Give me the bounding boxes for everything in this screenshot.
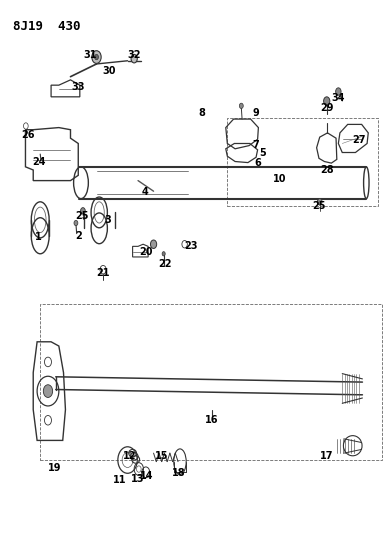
Text: 25: 25 bbox=[312, 200, 326, 211]
Circle shape bbox=[335, 88, 341, 95]
Text: 27: 27 bbox=[353, 135, 366, 146]
Circle shape bbox=[81, 208, 85, 214]
Circle shape bbox=[162, 252, 165, 256]
Text: 26: 26 bbox=[21, 130, 34, 140]
Text: 24: 24 bbox=[33, 157, 46, 166]
Text: 5: 5 bbox=[259, 148, 265, 158]
Text: 16: 16 bbox=[205, 415, 219, 425]
Text: 3: 3 bbox=[105, 215, 111, 225]
Text: 29: 29 bbox=[320, 103, 334, 114]
Text: 8J19  430: 8J19 430 bbox=[13, 20, 81, 33]
Circle shape bbox=[239, 103, 243, 109]
Circle shape bbox=[74, 220, 78, 225]
Circle shape bbox=[131, 54, 137, 63]
Text: 1: 1 bbox=[35, 232, 42, 243]
Circle shape bbox=[151, 240, 157, 248]
Text: 7: 7 bbox=[252, 140, 259, 150]
Text: 6: 6 bbox=[254, 158, 261, 168]
Circle shape bbox=[92, 51, 101, 63]
Text: 8: 8 bbox=[198, 108, 205, 118]
Text: 22: 22 bbox=[158, 259, 172, 269]
Text: 15: 15 bbox=[154, 451, 168, 462]
Text: 20: 20 bbox=[139, 247, 152, 257]
Text: 30: 30 bbox=[102, 67, 116, 76]
Text: 14: 14 bbox=[140, 471, 154, 481]
Text: 34: 34 bbox=[332, 93, 345, 103]
Text: 28: 28 bbox=[320, 165, 334, 175]
Text: 13: 13 bbox=[131, 474, 145, 483]
Text: 17: 17 bbox=[320, 451, 334, 462]
Text: 10: 10 bbox=[273, 174, 287, 184]
Circle shape bbox=[43, 385, 53, 398]
Circle shape bbox=[324, 97, 330, 106]
Text: 21: 21 bbox=[96, 268, 110, 278]
Text: 18: 18 bbox=[172, 469, 186, 478]
Text: 23: 23 bbox=[184, 241, 197, 252]
Text: 4: 4 bbox=[142, 187, 149, 197]
Text: 31: 31 bbox=[83, 51, 97, 60]
Text: 2: 2 bbox=[75, 231, 83, 241]
Text: 12: 12 bbox=[123, 451, 136, 462]
Text: 33: 33 bbox=[72, 82, 85, 92]
Bar bbox=[226, 118, 378, 206]
Circle shape bbox=[95, 54, 99, 60]
Text: 11: 11 bbox=[113, 475, 127, 484]
Bar bbox=[40, 304, 382, 460]
Circle shape bbox=[317, 199, 322, 205]
Text: 25: 25 bbox=[75, 211, 89, 221]
Text: 19: 19 bbox=[48, 463, 62, 473]
Text: 9: 9 bbox=[252, 108, 259, 118]
Text: 32: 32 bbox=[127, 51, 141, 60]
